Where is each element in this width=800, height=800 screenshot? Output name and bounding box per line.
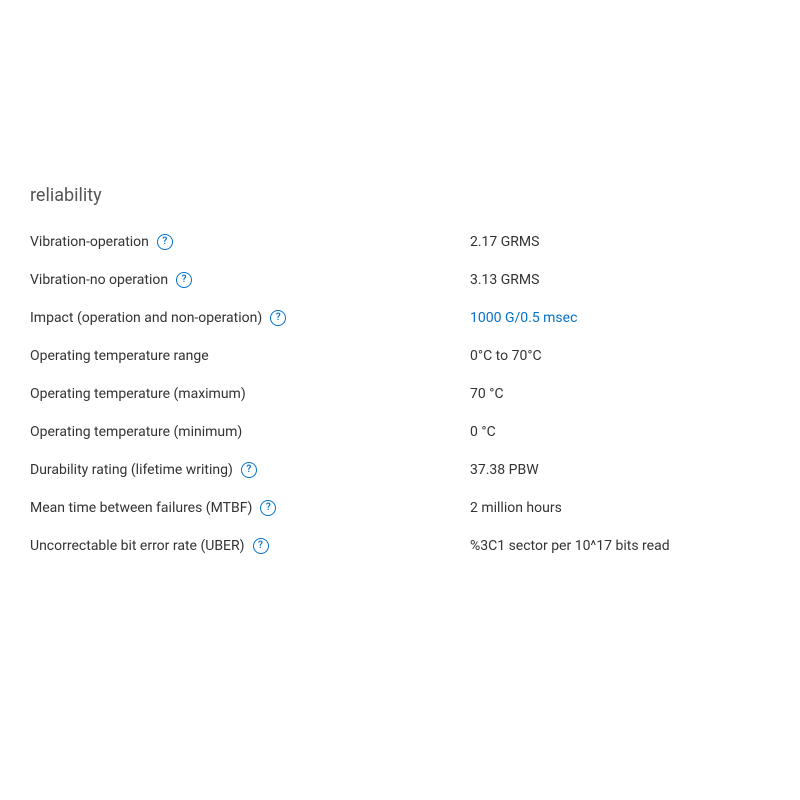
help-icon[interactable]: ?: [176, 272, 192, 288]
spec-label-wrapper: Impact (operation and non-operation) ?: [30, 310, 470, 326]
spec-label-wrapper: Uncorrectable bit error rate (UBER) ?: [30, 538, 470, 554]
spec-label-wrapper: Vibration-no operation ?: [30, 272, 470, 288]
spec-value[interactable]: 1000 G/0.5 msec: [470, 310, 577, 326]
help-icon[interactable]: ?: [241, 462, 257, 478]
spec-label: Impact (operation and non-operation): [30, 310, 262, 326]
spec-label-wrapper: Vibration-operation ?: [30, 234, 470, 250]
spec-label-wrapper: Operating temperature range: [30, 348, 470, 364]
spec-label-wrapper: Durability rating (lifetime writing) ?: [30, 462, 470, 478]
spec-value: 0 °C: [470, 424, 496, 440]
spec-label: Operating temperature (minimum): [30, 424, 242, 440]
spec-row: Vibration-operation ? 2.17 GRMS: [30, 234, 770, 250]
spec-label: Vibration-operation: [30, 234, 149, 250]
spec-label-wrapper: Mean time between failures (MTBF) ?: [30, 500, 470, 516]
spec-row: Durability rating (lifetime writing) ? 3…: [30, 462, 770, 478]
spec-label: Operating temperature (maximum): [30, 386, 246, 402]
spec-label-wrapper: Operating temperature (minimum): [30, 424, 470, 440]
spec-row: Vibration-no operation ? 3.13 GRMS: [30, 272, 770, 288]
spec-label: Mean time between failures (MTBF): [30, 500, 252, 516]
spec-label: Uncorrectable bit error rate (UBER): [30, 538, 245, 554]
reliability-section: reliability Vibration-operation ? 2.17 G…: [0, 0, 800, 554]
spec-value: 2.17 GRMS: [470, 234, 539, 250]
spec-row: Impact (operation and non-operation) ? 1…: [30, 310, 770, 326]
spec-label-wrapper: Operating temperature (maximum): [30, 386, 470, 402]
spec-value: 70 °C: [470, 386, 504, 402]
help-icon[interactable]: ?: [253, 538, 269, 554]
help-icon[interactable]: ?: [157, 234, 173, 250]
spec-label: Vibration-no operation: [30, 272, 168, 288]
spec-value: 37.38 PBW: [470, 462, 539, 478]
spec-row: Operating temperature (minimum) 0 °C: [30, 424, 770, 440]
spec-row: Uncorrectable bit error rate (UBER) ? %3…: [30, 538, 770, 554]
spec-row: Operating temperature (maximum) 70 °C: [30, 386, 770, 402]
spec-value: 3.13 GRMS: [470, 272, 539, 288]
section-title: reliability: [30, 185, 770, 206]
help-icon[interactable]: ?: [270, 310, 286, 326]
spec-value: %3C1 sector per 10^17 bits read: [470, 538, 670, 554]
spec-label: Durability rating (lifetime writing): [30, 462, 233, 478]
spec-label: Operating temperature range: [30, 348, 209, 364]
spec-value: 0°C to 70°C: [470, 348, 542, 364]
spec-row: Mean time between failures (MTBF) ? 2 mi…: [30, 500, 770, 516]
spec-row: Operating temperature range 0°C to 70°C: [30, 348, 770, 364]
help-icon[interactable]: ?: [260, 500, 276, 516]
spec-value: 2 million hours: [470, 500, 562, 516]
